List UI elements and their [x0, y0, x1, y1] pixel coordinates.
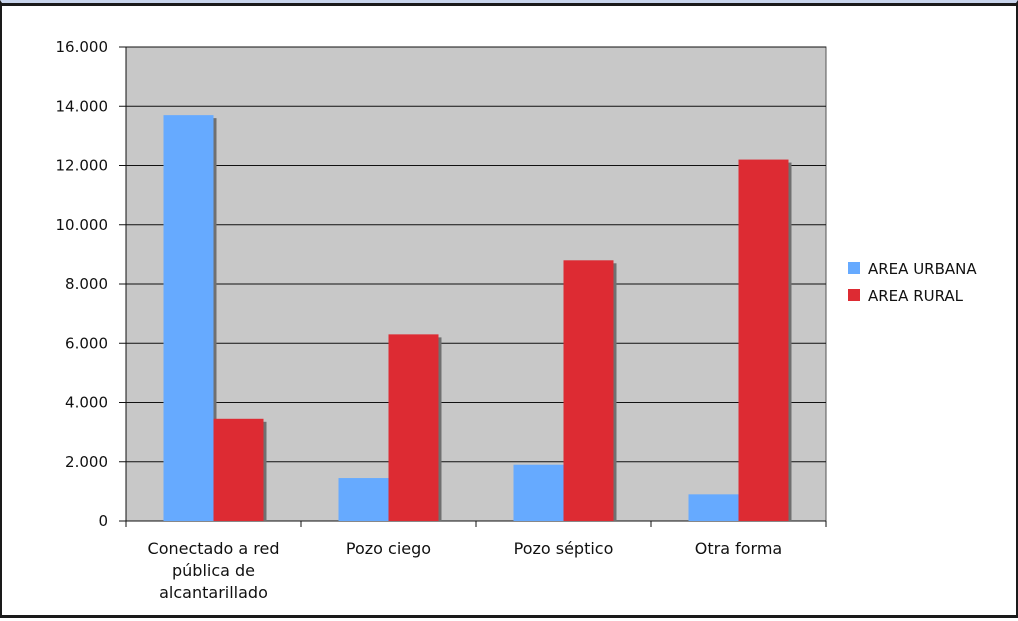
bar-rural	[388, 334, 439, 521]
bar-urbana	[163, 115, 214, 521]
bar-rural	[738, 159, 789, 521]
y-tick-label: 14.000	[56, 97, 109, 115]
bar-chart: 0 2.000 4.000 6.000 8.000 10.000 12.000 14.000 1…	[56, 38, 978, 602]
y-tick-label: 4.000	[65, 394, 108, 412]
x-category-label: Pozo ciego	[346, 539, 431, 558]
x-category-label: pública de	[172, 561, 255, 580]
y-tick-label: 10.000	[56, 216, 109, 234]
y-tick-label: 2.000	[65, 453, 108, 471]
legend-label: AREA URBANA	[868, 260, 977, 278]
bar-rural	[563, 260, 614, 521]
y-tick-label: 6.000	[65, 334, 108, 352]
y-tick-label: 16.000	[56, 38, 109, 56]
x-category-label: Pozo séptico	[514, 539, 614, 558]
legend-swatch	[848, 289, 860, 301]
y-tick-label: 0	[98, 512, 108, 530]
x-category-label: Conectado a red	[148, 539, 280, 558]
bar-urbana	[513, 464, 564, 521]
legend-label: AREA RURAL	[868, 287, 964, 305]
x-category-label: Otra forma	[695, 539, 782, 558]
bar-rural	[213, 418, 264, 521]
y-tick-label: 8.000	[65, 275, 108, 293]
y-tick-label: 12.000	[56, 157, 109, 175]
bar-urbana	[338, 478, 389, 521]
legend-swatch	[848, 262, 860, 274]
bar-urbana	[688, 494, 739, 521]
x-category-label: alcantarillado	[159, 583, 268, 602]
